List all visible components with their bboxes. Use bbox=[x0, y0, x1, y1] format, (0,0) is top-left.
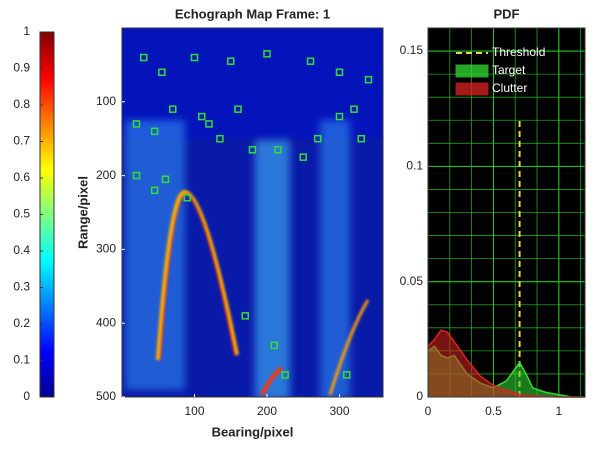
detection bbox=[263, 50, 271, 58]
y-axis-label: Range/pixel bbox=[75, 176, 90, 249]
axes-frame bbox=[427, 27, 586, 398]
detection bbox=[350, 105, 358, 113]
detection bbox=[216, 134, 224, 143]
detection bbox=[274, 146, 282, 154]
detection bbox=[281, 371, 289, 379]
tick-label: 0.4 bbox=[13, 243, 30, 257]
detection bbox=[357, 134, 365, 143]
detection bbox=[227, 57, 235, 65]
tick-label: 0.5 bbox=[13, 207, 30, 221]
tick-label: 0.7 bbox=[13, 134, 30, 148]
detection bbox=[314, 134, 322, 143]
tick-label: 0.1 bbox=[13, 353, 30, 367]
detection bbox=[335, 112, 344, 121]
y-tick-label: 0.15 bbox=[400, 43, 424, 57]
detection bbox=[335, 68, 344, 77]
tick-label: 0.9 bbox=[13, 61, 30, 75]
y-tick-label: 200 bbox=[96, 168, 116, 182]
legend-swatch bbox=[455, 82, 489, 96]
x-tick-label: 200 bbox=[257, 404, 277, 418]
detection bbox=[270, 341, 278, 350]
area bbox=[428, 330, 585, 397]
detection bbox=[190, 53, 199, 62]
chart-title: PDF bbox=[494, 6, 520, 21]
detection bbox=[343, 371, 351, 379]
detection bbox=[140, 53, 148, 62]
detection bbox=[150, 186, 159, 195]
detection bbox=[150, 127, 159, 136]
legend-label: Threshold bbox=[492, 45, 545, 59]
image-frame bbox=[121, 27, 384, 398]
y-tick-label: 100 bbox=[96, 94, 116, 108]
detection bbox=[248, 146, 257, 154]
x-tick-label: 300 bbox=[329, 404, 349, 418]
detection bbox=[183, 193, 191, 202]
detection bbox=[234, 105, 242, 113]
x-axis-label: Bearing/pixel bbox=[212, 424, 294, 439]
detection bbox=[241, 312, 249, 320]
tick-label: 0.2 bbox=[13, 316, 30, 330]
chart-title: Echograph Map Frame: 1 bbox=[175, 6, 330, 21]
echograph-image bbox=[122, 28, 383, 397]
y-tick-label: 0 bbox=[416, 389, 423, 403]
y-tick-label: 0.1 bbox=[406, 159, 423, 173]
x-tick-label: 0.5 bbox=[485, 404, 502, 418]
legend-label: Target bbox=[492, 63, 526, 77]
x-tick-label: 0 bbox=[425, 404, 432, 418]
legend-swatch bbox=[455, 64, 489, 78]
detection bbox=[198, 112, 206, 121]
y-tick-label: 0.05 bbox=[400, 274, 424, 288]
tick-label: 0.8 bbox=[13, 97, 30, 111]
detection bbox=[169, 105, 177, 113]
x-tick-label: 1 bbox=[555, 404, 562, 418]
detection bbox=[306, 57, 315, 65]
y-tick-label: 400 bbox=[96, 315, 116, 329]
detection bbox=[132, 120, 141, 128]
detection bbox=[205, 120, 213, 128]
tick-label: 0.3 bbox=[13, 280, 30, 294]
detection bbox=[132, 171, 141, 180]
legend-label: Clutter bbox=[492, 81, 527, 95]
detection bbox=[299, 153, 307, 161]
tick-label: 0 bbox=[23, 389, 30, 403]
y-tick-label: 300 bbox=[96, 242, 116, 256]
tick-label: 1 bbox=[23, 24, 30, 38]
tick-label: 0.6 bbox=[13, 170, 30, 184]
detection bbox=[364, 75, 373, 84]
detection bbox=[158, 68, 166, 77]
detection bbox=[161, 175, 170, 184]
y-tick-label: 500 bbox=[96, 389, 116, 403]
x-tick-label: 100 bbox=[184, 404, 204, 418]
